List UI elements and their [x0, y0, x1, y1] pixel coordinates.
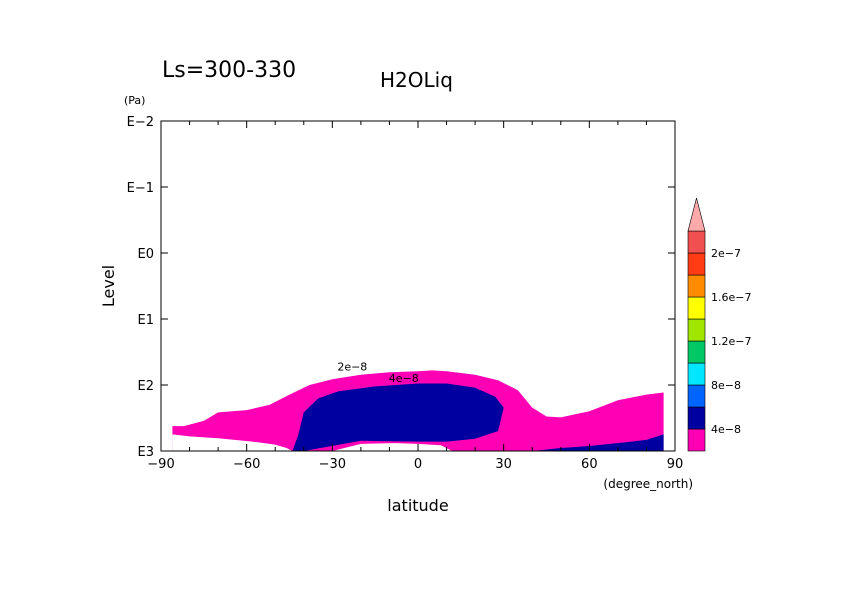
x-tick-label-5: 60: [581, 457, 598, 472]
colorbar-tick-label-1: 8e−8: [711, 379, 741, 392]
chart-title: H2OLiq: [380, 68, 453, 92]
x-tick-label-6: 90: [667, 457, 684, 472]
contour-region-1: [292, 383, 504, 451]
x-axis-unit: (degree_north): [603, 477, 693, 491]
chart-subtitle: Ls=300-330: [162, 58, 296, 83]
colorbar-swatch-3: [687, 362, 706, 386]
x-tick-label-0: −90: [147, 457, 174, 472]
x-tick-label-2: −30: [319, 457, 346, 472]
colorbar-swatch-8: [687, 252, 706, 276]
y-axis-label: Level: [99, 265, 118, 307]
colorbar: 4e−8 8e−8 1.2e−7 1.6e−7 2e−7: [687, 197, 751, 452]
colorbar-swatch-1: [687, 406, 706, 430]
colorbar-tick-label-2: 1.2e−7: [711, 335, 751, 348]
colorbar-swatch-4: [687, 340, 706, 364]
contour-region-2: [532, 434, 664, 451]
contour-regions: [172, 370, 664, 451]
colorbar-swatch-2: [687, 384, 706, 408]
y-tick-label-5: E3: [138, 445, 155, 460]
colorbar-swatch-0: [687, 428, 706, 452]
y-tick-label-4: E2: [138, 379, 155, 394]
colorbar-swatch-6: [687, 296, 706, 320]
colorbar-extend-triangle: [687, 197, 706, 232]
x-tick-label-4: 30: [495, 457, 512, 472]
x-axis: −90 −60 −30 0 30 60 90: [147, 121, 683, 472]
x-tick-label-1: −60: [233, 457, 260, 472]
colorbar-swatch-5: [687, 318, 706, 342]
y-axis: E−2 E−1 E0 E1 E2 E3: [127, 115, 675, 460]
colorbar-tick-label-3: 1.6e−7: [711, 291, 751, 304]
x-tick-label-3: 0: [414, 457, 422, 472]
colorbar-tick-label-0: 4e−8: [711, 423, 741, 436]
y-tick-label-3: E1: [138, 313, 155, 328]
x-axis-label: latitude: [387, 496, 448, 515]
contour-labels: 2e−8 4e−8: [337, 360, 418, 385]
y-tick-label-1: E−1: [127, 181, 154, 196]
colorbar-swatch-9: [687, 230, 706, 254]
y-unit: (Pa): [124, 94, 145, 107]
y-tick-label-0: E−2: [127, 115, 154, 130]
y-tick-label-2: E0: [138, 247, 155, 262]
contour-label-1: 4e−8: [389, 372, 419, 385]
colorbar-swatch-7: [687, 274, 706, 298]
contour-label-0: 2e−8: [337, 360, 367, 373]
colorbar-tick-label-4: 2e−7: [711, 247, 741, 260]
